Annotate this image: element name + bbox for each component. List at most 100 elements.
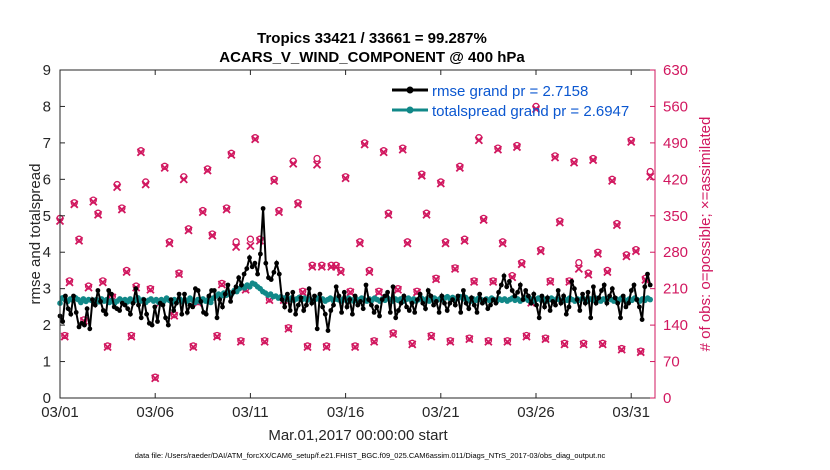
rmse-point — [561, 293, 566, 299]
obs-assimilated-marker — [208, 231, 217, 240]
rmse-point — [623, 304, 629, 310]
y-tick-label: 9 — [43, 62, 51, 79]
rmse-point — [65, 306, 71, 312]
obs-assimilated-marker — [617, 345, 626, 354]
obs-assimilated-marker — [498, 239, 507, 248]
obs-possible-marker — [579, 339, 588, 347]
chart-title: Tropics 33421 / 33661 = 99.287% — [257, 30, 487, 47]
rmse-point — [439, 293, 445, 299]
obs-assimilated-marker — [298, 288, 307, 297]
x-tick-label: 03/21 — [422, 404, 460, 421]
rmse-point — [127, 311, 133, 317]
obs-possible-marker — [75, 235, 83, 243]
obs-possible-marker — [503, 337, 512, 345]
rmse-point — [163, 315, 169, 321]
x-tick-label: 03/01 — [41, 404, 79, 421]
obs-assimilated-marker — [203, 166, 212, 175]
obs-possible-marker — [256, 235, 264, 243]
obs-assimilated-marker — [493, 145, 503, 154]
rmse-point — [317, 291, 323, 297]
legend-spread-marker — [406, 106, 414, 114]
obs-possible-marker — [365, 266, 374, 275]
legend-rmse-marker — [406, 86, 414, 94]
rmse-point — [355, 302, 361, 308]
obs-assimilated-marker — [384, 210, 393, 219]
rmse-point — [580, 291, 585, 297]
obs-assimilated-marker — [593, 249, 603, 258]
obs-possible-marker — [403, 238, 412, 246]
rmse-point — [547, 308, 553, 313]
rmse-point — [612, 295, 618, 301]
rmse-point — [298, 295, 304, 301]
rmse-point — [477, 291, 483, 297]
rmse-point — [276, 271, 282, 277]
obs-possible-marker — [203, 165, 212, 173]
rmse-point — [109, 291, 114, 297]
obs-possible-marker — [546, 277, 554, 285]
rmse-point — [615, 300, 621, 306]
rmse-point — [274, 260, 279, 266]
obs-assimilated-marker — [441, 239, 450, 248]
rmse-point — [517, 282, 523, 288]
series-layer — [57, 206, 653, 333]
obs-possible-marker — [284, 324, 293, 332]
obs-assimilated-marker — [555, 218, 564, 227]
rmse-point — [160, 302, 166, 308]
obs-possible-marker — [479, 214, 488, 223]
obs-possible-marker — [622, 251, 631, 259]
rmse-point — [393, 315, 399, 321]
obs-possible-marker — [61, 331, 69, 340]
obs-possible-marker — [294, 199, 302, 207]
rmse-point — [98, 299, 103, 304]
rmse-point — [471, 302, 477, 308]
obs-possible-marker — [65, 277, 74, 285]
chart-subtitle: ACARS_V_WIND_COMPONENT @ 400 hPa — [219, 49, 525, 66]
obs-possible-marker — [175, 269, 183, 277]
obs-possible-marker — [122, 266, 131, 275]
rmse-point — [331, 302, 336, 308]
rmse-point — [320, 304, 325, 310]
obs-possible-marker — [199, 206, 207, 215]
obs-possible-marker — [308, 261, 316, 269]
totalspread-point — [647, 296, 653, 303]
rmse-point — [406, 308, 412, 313]
rmse-point — [350, 311, 355, 317]
rmse-point — [347, 297, 353, 302]
obs-assimilated-marker — [74, 236, 84, 245]
obs-assimilated-marker — [179, 175, 188, 184]
obs-possible-marker — [270, 175, 278, 183]
obs-assimilated-marker — [574, 264, 583, 274]
obs-possible-marker — [632, 245, 640, 254]
rmse-point — [71, 293, 76, 299]
obs-assimilated-marker — [260, 337, 269, 346]
rmse-point — [417, 291, 423, 297]
legend-spread-label: totalspread grand pr = 2.6947 — [432, 103, 629, 120]
rmse-point — [558, 300, 564, 306]
rmse-point — [585, 289, 591, 295]
obs-assimilated-marker — [541, 335, 550, 344]
y-tick-label: 4 — [43, 244, 51, 261]
obs-possible-marker — [432, 274, 440, 282]
rmse-point — [301, 308, 307, 313]
obs-assimilated-marker — [151, 374, 160, 383]
obs-possible-marker — [646, 167, 654, 176]
rmse-point — [574, 297, 580, 302]
obs-assimilated-marker — [455, 163, 464, 173]
obs-possible-marker — [441, 238, 450, 246]
obs-assimilated-marker — [184, 226, 193, 235]
rmse-point — [247, 255, 252, 261]
obs-assimilated-marker — [569, 158, 579, 167]
x-tick-label: 03/11 — [232, 404, 268, 421]
obs-possible-marker — [537, 245, 545, 254]
obs-possible-marker — [418, 170, 426, 178]
obs-assimilated-marker — [284, 324, 293, 333]
rmse-point — [534, 302, 539, 308]
obs-assimilated-marker — [393, 285, 403, 294]
x-tick-label: 03/16 — [327, 404, 365, 421]
rmse-point — [455, 293, 461, 299]
obs-assimilated-marker — [336, 267, 345, 277]
obs-possible-marker — [341, 173, 350, 181]
rmse-point — [577, 308, 583, 313]
rmse-point — [176, 291, 182, 297]
rmse-point — [279, 297, 285, 302]
